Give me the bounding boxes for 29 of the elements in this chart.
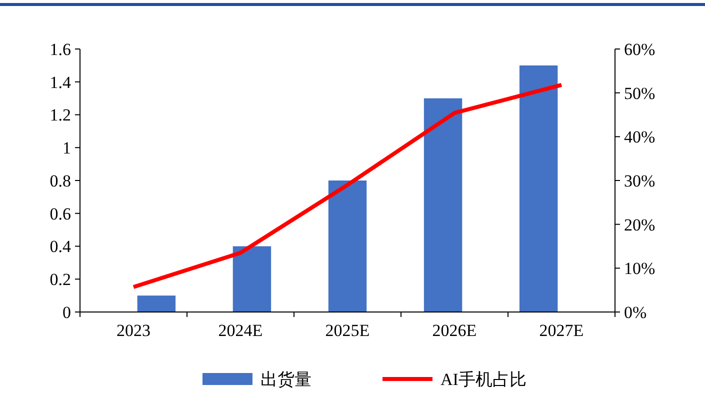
y2-tick-label: 20% — [624, 215, 656, 234]
y-tick-label: 0 — [62, 302, 71, 322]
x-tick-label: 2023 — [116, 321, 150, 340]
line-series — [132, 82, 564, 290]
y-tick-label: 0.2 — [50, 270, 71, 290]
bar — [328, 180, 367, 312]
bar — [519, 65, 558, 312]
legend-label: 出货量 — [260, 370, 312, 389]
y-tick-label: 0.4 — [50, 237, 72, 256]
x-tick-label: 2024E — [218, 321, 263, 340]
y2-tick-label: 60% — [624, 40, 656, 59]
y-tick-label: 1.4 — [50, 72, 72, 92]
legend-label: AI手机占比 — [440, 370, 526, 389]
x-tick-label: 2025E — [325, 321, 370, 340]
y2-tick-label: 40% — [624, 128, 656, 147]
bar — [232, 246, 272, 312]
y-tick-label: 1.2 — [50, 106, 71, 125]
x-tick-label: 2026E — [432, 321, 477, 340]
y-tick-label: 1 — [62, 138, 71, 158]
y-tick-label: 1.6 — [50, 40, 71, 59]
y2-tick-label: 0% — [624, 302, 647, 322]
y-tick-label: 0.6 — [50, 204, 71, 224]
y2-tick-label: 50% — [624, 84, 656, 103]
bar — [137, 296, 176, 312]
y-tick-label: 0.8 — [50, 171, 71, 190]
bar — [424, 98, 462, 312]
x-tick-label: 2027E — [539, 321, 584, 340]
y2-tick-label: 10% — [624, 259, 656, 278]
y2-tick-label: 30% — [624, 171, 656, 190]
